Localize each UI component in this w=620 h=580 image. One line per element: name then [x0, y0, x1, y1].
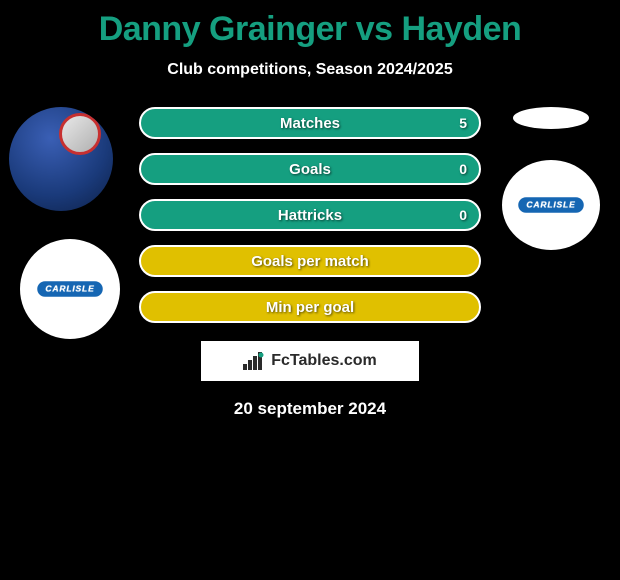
player-right-avatar [513, 107, 589, 129]
club-right-brand: CARLISLE [518, 197, 584, 213]
club-left-brand: CARLISLE [37, 281, 103, 297]
stat-label: Goals per match [251, 253, 369, 270]
page-title: Danny Grainger vs Hayden [0, 0, 620, 49]
stat-row-hattricks: Hattricks 0 [139, 199, 481, 231]
subtitle: Club competitions, Season 2024/2025 [0, 61, 620, 79]
club-right-badge: CARLISLE [502, 160, 600, 250]
stat-row-goals-per-match: Goals per match [139, 245, 481, 277]
stat-right-value: 5 [459, 115, 467, 131]
stat-label: Min per goal [266, 299, 354, 316]
stat-row-min-per-goal: Min per goal [139, 291, 481, 323]
comparison-area: CARLISLE CARLISLE Matches 5 Goals 0 Hatt… [0, 107, 620, 323]
footer-date: 20 september 2024 [0, 399, 620, 419]
stat-right-value: 0 [459, 161, 467, 177]
stat-row-goals: Goals 0 [139, 153, 481, 185]
footer-brand: FcTables.com [201, 341, 419, 381]
stat-label: Goals [289, 161, 331, 178]
chart-icon [243, 352, 265, 370]
stat-right-value: 0 [459, 207, 467, 223]
stat-label: Hattricks [278, 207, 342, 224]
footer-brand-text: FcTables.com [271, 352, 377, 370]
player-left-avatar [9, 107, 113, 211]
club-left-badge: CARLISLE [20, 239, 120, 339]
stat-label: Matches [280, 115, 340, 132]
stat-row-matches: Matches 5 [139, 107, 481, 139]
stats-container: Matches 5 Goals 0 Hattricks 0 Goals per … [139, 107, 481, 323]
